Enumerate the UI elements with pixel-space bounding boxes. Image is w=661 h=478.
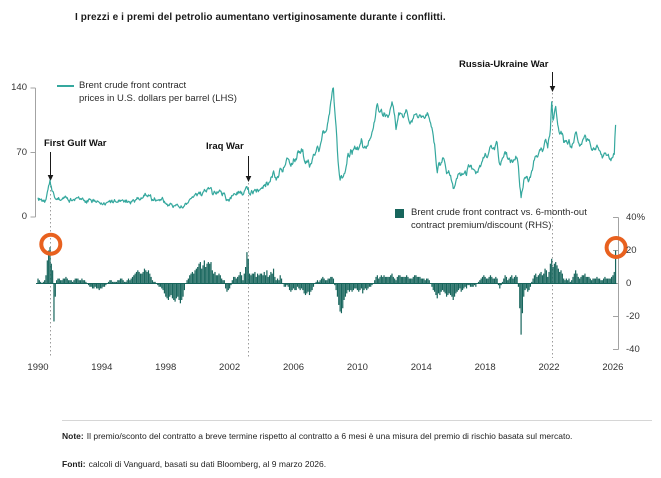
- event-arrowhead-icon: [245, 176, 252, 182]
- x-tick-label: 2026: [602, 362, 624, 373]
- footer-divider: [62, 420, 652, 421]
- figure-title: I prezzi e i premi del petrolio aumentan…: [75, 12, 446, 23]
- x-tick-label: 2018: [474, 362, 496, 373]
- lhs-tick-label: 0: [21, 211, 27, 222]
- premium-bars: [37, 247, 617, 335]
- x-tick-label: 2006: [282, 362, 305, 373]
- event-arrowhead-icon: [47, 175, 54, 181]
- price-line: [37, 87, 617, 209]
- lhs-tick-label: 140: [11, 82, 27, 93]
- annotation-russia-ukraine-war: Russia-Ukraine War: [459, 59, 549, 70]
- x-tick-label: 1998: [155, 362, 177, 373]
- annotation-first-gulf-war: First Gulf War: [44, 138, 107, 149]
- legend-price-line: Brent crude front contract prices in U.S…: [79, 79, 237, 105]
- x-tick-label: 1990: [27, 362, 49, 373]
- rhs-tick-label: -20: [626, 310, 640, 322]
- event-arrowhead-icon: [549, 86, 556, 92]
- footnote-sources-label: Fonti:: [62, 459, 86, 469]
- footnote-sources: Fonti: calcoli di Vanguard, basati su dat…: [62, 458, 622, 472]
- footnote-note: Note: Il premio/sconto del contratto a br…: [62, 430, 607, 444]
- legend-premium-line-2: contract premium/discount (RHS): [411, 220, 552, 231]
- rhs-tick-label: 20: [626, 244, 637, 256]
- lhs-tick-label: 70: [16, 146, 27, 158]
- bar-series-swatch-icon: [395, 209, 404, 218]
- legend-premium-bars: Brent crude front contract vs. 6-month-o…: [411, 206, 587, 232]
- footnote-note-text: Il premio/sconto del contratto a breve t…: [86, 431, 573, 441]
- highlight-circle-right: [604, 236, 628, 259]
- x-tick-label: 2022: [538, 362, 560, 373]
- highlight-circle-left: [39, 232, 63, 256]
- rhs-tick-label: 40%: [626, 211, 646, 223]
- footnote-sources-text: calcoli di Vanguard, basati su dati Bloo…: [88, 459, 327, 469]
- rhs-tick-label: -40: [626, 343, 640, 355]
- legend-price-line-1: Brent crude front contract: [79, 80, 187, 91]
- x-tick-label: 2002: [219, 362, 241, 373]
- legend-price-line-2: prices in U.S. dollars per barrel (LHS): [79, 93, 237, 104]
- annotation-iraq-war: Iraq War: [206, 141, 244, 152]
- footnote-note-label: Note:: [62, 431, 84, 441]
- x-tick-label: 1994: [91, 362, 113, 373]
- x-tick-label: 2010: [346, 362, 368, 373]
- x-tick-label: 2014: [410, 362, 432, 373]
- rhs-tick-label: 0: [626, 277, 632, 289]
- line-series-swatch-icon: [57, 85, 74, 87]
- legend-premium-line-1: Brent crude front contract vs. 6-month-o…: [411, 207, 587, 218]
